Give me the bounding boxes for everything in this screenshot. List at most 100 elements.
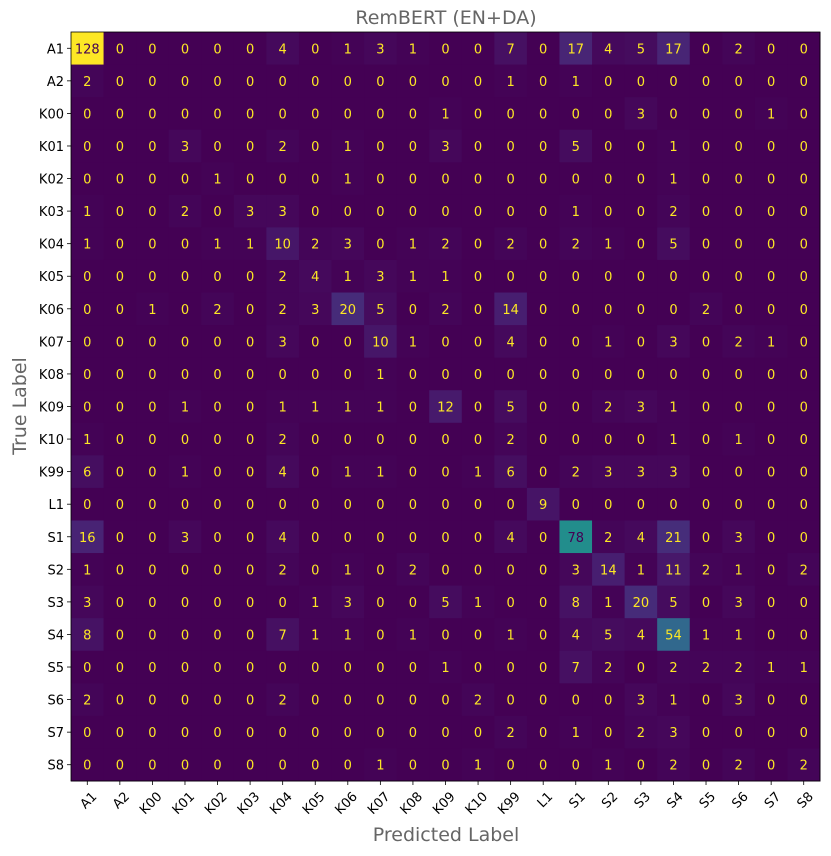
heatmap-cell [331, 129, 365, 163]
cell-value: 1 [376, 401, 384, 416]
y-tick-label: K99 [39, 466, 64, 481]
cell-value: 0 [376, 75, 384, 90]
cell-value: 0 [148, 107, 156, 122]
heatmap-cell [298, 129, 333, 163]
heatmap-cell [429, 748, 463, 782]
cell-value: 0 [734, 368, 742, 383]
y-tick-label: A2 [47, 75, 64, 90]
heatmap-cell [754, 227, 788, 261]
cell-value: 0 [246, 661, 254, 676]
cell-value: 20 [633, 596, 650, 611]
x-tick-label: S1 [567, 789, 589, 811]
heatmap-cell [233, 585, 267, 619]
cell-value: 3 [637, 401, 645, 416]
cell-value: 1 [376, 466, 384, 481]
heatmap-cell [526, 585, 560, 619]
cell-value: 14 [600, 563, 617, 578]
heatmap-cell [266, 715, 300, 749]
heatmap-cell [396, 357, 430, 391]
cell-value: 0 [767, 173, 775, 188]
cell-value: 0 [604, 368, 612, 383]
heatmap-cell [266, 618, 300, 652]
heatmap-cell [657, 585, 691, 619]
heatmap-cell [689, 325, 723, 359]
cell-value: 0 [246, 466, 254, 481]
cell-value: 0 [539, 596, 547, 611]
cell-value: 3 [669, 726, 677, 741]
y-axis-ticks: A1 A2 K00 K01 K02 K03 K04 K05 K06 K07 K08 K09 K10 K99… [39, 42, 71, 774]
heatmap-cell [298, 325, 333, 359]
heatmap-cell [136, 292, 170, 326]
y-tick-label: K09 [39, 401, 64, 416]
x-tick-label: S8 [794, 789, 816, 811]
cell-value: 0 [311, 75, 319, 90]
heatmap-cell [103, 162, 137, 196]
heatmap-cell [201, 748, 235, 782]
heatmap-cell [71, 650, 105, 684]
heatmap-cell [233, 553, 267, 587]
cell-value: 0 [344, 107, 352, 122]
cell-value: 0 [506, 563, 514, 578]
heatmap-cell [103, 194, 137, 228]
cell-value: 0 [83, 661, 91, 676]
heatmap-cell [722, 422, 756, 456]
heatmap-cell [559, 487, 593, 521]
heatmap-cell [689, 162, 723, 196]
heatmap-cell [624, 748, 658, 782]
cell-value: 0 [474, 368, 482, 383]
heatmap-cell [396, 650, 430, 684]
cell-value: 3 [83, 596, 91, 611]
heatmap-cell [494, 292, 528, 326]
heatmap-cell [233, 325, 267, 359]
cell-value: 1 [474, 759, 482, 774]
heatmap-cell [168, 715, 202, 749]
heatmap-cell [787, 227, 821, 261]
heatmap-cell [429, 585, 463, 619]
cell-value: 0 [441, 466, 449, 481]
heatmap-cell [168, 683, 202, 717]
cell-value: 2 [279, 303, 287, 318]
x-tick-label: K07 [365, 789, 393, 817]
heatmap-cell [559, 715, 593, 749]
heatmap-cell [689, 259, 723, 294]
heatmap-cell [429, 357, 463, 391]
x-tick-label: S4 [664, 789, 686, 811]
heatmap-cell [396, 64, 430, 98]
heatmap-cell [103, 227, 137, 261]
heatmap-cell [461, 650, 495, 684]
cell-value: 0 [474, 628, 482, 643]
x-tick-label: S5 [697, 789, 719, 811]
x-tick-label: K99 [495, 789, 523, 817]
heatmap-cell [71, 129, 105, 163]
cell-value: 0 [116, 270, 124, 285]
cell-value: 0 [767, 531, 775, 546]
cell-value: 0 [116, 238, 124, 253]
cell-value: 6 [506, 466, 514, 481]
heatmap-cell [71, 618, 105, 652]
cell-value: 0 [409, 466, 417, 481]
cell-value: 0 [539, 433, 547, 448]
heatmap-cell [624, 64, 658, 98]
heatmap-cell [201, 32, 235, 66]
heatmap-cell [298, 618, 333, 652]
cell-value: 2 [734, 661, 742, 676]
cell-value: 2 [734, 42, 742, 57]
cell-value: 3 [279, 335, 287, 350]
heatmap-cell [103, 325, 137, 359]
heatmap-cell [396, 422, 430, 456]
heatmap-cell [136, 618, 170, 652]
heatmap-cell [201, 520, 235, 554]
heatmap-cell [526, 553, 560, 587]
heatmap-cell [461, 64, 495, 98]
heatmap-cell [657, 32, 691, 66]
cell-value: 0 [376, 661, 384, 676]
cell-value: 0 [539, 401, 547, 416]
heatmap-cell [754, 325, 788, 359]
cell-value: 0 [116, 107, 124, 122]
heatmap-cell [331, 455, 365, 489]
cell-value: 0 [311, 107, 319, 122]
cell-value: 0 [767, 270, 775, 285]
cell-value: 1 [604, 335, 612, 350]
cell-value: 4 [279, 466, 287, 481]
